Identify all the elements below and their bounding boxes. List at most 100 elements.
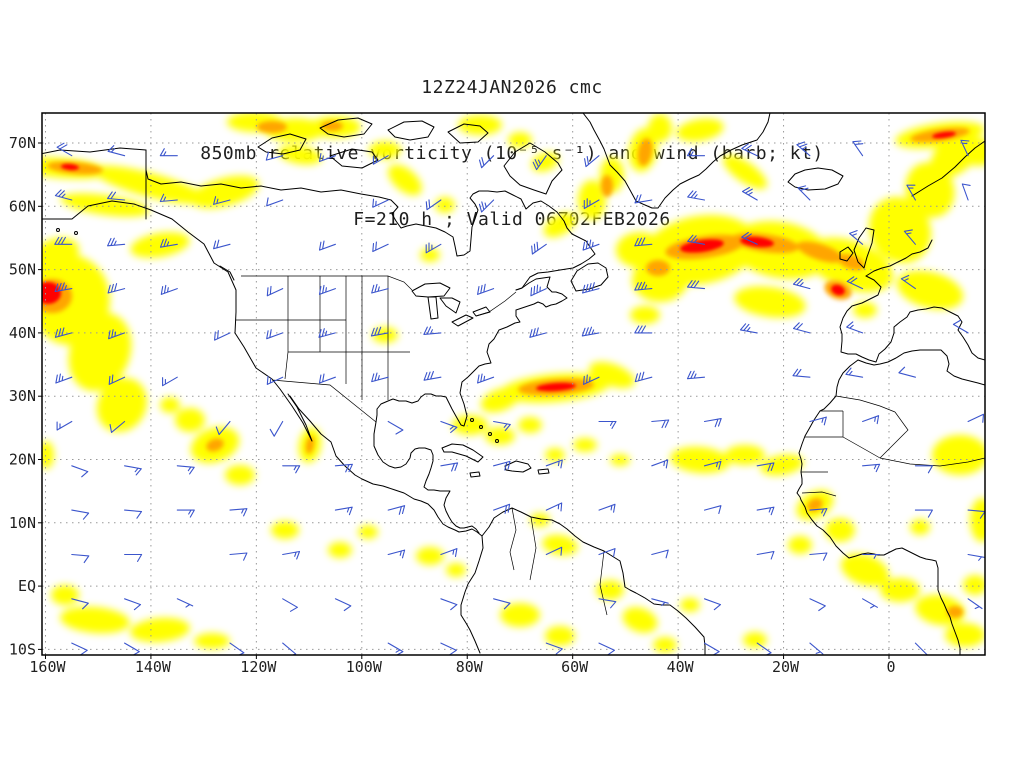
- vorticity-blob-yellow: [485, 427, 515, 445]
- wind-barb: [371, 372, 389, 383]
- wind-barb: [545, 546, 563, 556]
- wind-barb: [584, 155, 600, 168]
- vorticity-blob-yellow: [722, 154, 768, 190]
- wind-barb: [598, 598, 617, 609]
- wind-barb: [213, 196, 231, 205]
- island-ireland: [839, 246, 854, 262]
- wind-barb: [477, 283, 495, 295]
- wind-barb: [229, 642, 245, 655]
- island-bahamas-1: [470, 418, 474, 422]
- border-africa-9: [801, 491, 837, 497]
- island-bahamas-3: [488, 432, 492, 436]
- wind-barb: [903, 229, 916, 245]
- border-state-1: [284, 276, 289, 380]
- wind-barb: [703, 598, 722, 611]
- wind-barb: [583, 374, 600, 385]
- political-borders: [236, 275, 985, 616]
- wind-barb: [862, 553, 881, 559]
- wind-barb: [282, 550, 301, 560]
- wind-barb: [387, 505, 406, 515]
- wind-barb: [229, 508, 248, 517]
- lake-ontario: [472, 306, 491, 317]
- wind-barb: [55, 373, 73, 384]
- vorticity-blob-orange: [321, 121, 343, 131]
- wind-barb: [634, 237, 653, 247]
- vorticity-blob-yellow: [446, 563, 466, 577]
- border-stlawrence: [475, 291, 517, 317]
- lat-tick-label: 70N: [9, 134, 36, 152]
- vorticity-blob-yellow: [458, 115, 502, 135]
- vorticity-shading: [42, 113, 985, 653]
- vorticity-blob-red: [740, 236, 774, 248]
- vorticity-blob-yellow: [175, 408, 205, 432]
- vorticity-blob-yellow: [96, 377, 148, 433]
- lon-tick-label: 60W: [561, 658, 589, 676]
- island-vancouver: [219, 265, 235, 281]
- wind-barb: [530, 284, 547, 297]
- island-hispaniola: [504, 460, 532, 473]
- vorticity-blob-yellow: [596, 580, 624, 600]
- title-init-model: 12Z24JAN2026 cmc: [421, 77, 603, 98]
- wind-barb: [651, 419, 670, 429]
- wind-barb: [686, 280, 706, 290]
- wind-barb: [686, 148, 706, 157]
- vorticity-blob-yellow: [960, 138, 985, 166]
- wind-barb: [71, 509, 90, 520]
- vorticity-blob-orange: [206, 438, 224, 452]
- wind-barb: [159, 148, 178, 157]
- vorticity-blob-yellow: [508, 132, 532, 148]
- island-cuba: [441, 443, 484, 463]
- wind-barb: [107, 283, 126, 294]
- lat-tick-label: 30N: [9, 387, 36, 405]
- wind-barb: [756, 550, 775, 560]
- wind-barb: [529, 327, 547, 338]
- island-bahamas-4: [495, 439, 499, 443]
- wind-barb: [387, 549, 406, 559]
- lon-tick-label: 20W: [772, 658, 800, 676]
- wind-barb: [176, 509, 195, 518]
- wind-barb: [961, 183, 971, 201]
- border-us-canada: [241, 275, 413, 291]
- vorticity-blob-orange: [637, 138, 653, 166]
- wind-barb: [160, 284, 178, 295]
- vorticity-blob-yellow: [358, 525, 378, 539]
- wind-barb: [792, 322, 811, 334]
- lat-tick-label: 10S: [9, 640, 36, 658]
- wind-barb: [54, 327, 73, 338]
- wind-barb: [582, 282, 600, 294]
- border-africa-5: [842, 436, 881, 459]
- vorticity-blob-yellow: [369, 141, 401, 159]
- wind-barb: [792, 277, 811, 290]
- wind-barb: [108, 329, 126, 340]
- wind-barb: [372, 198, 389, 208]
- wind-barb: [687, 190, 706, 201]
- wind-barb: [266, 285, 284, 297]
- wind-barb: [265, 151, 284, 161]
- wind-barb: [634, 194, 653, 204]
- wind-barb: [124, 553, 143, 562]
- vorticity-blob-yellow: [130, 617, 190, 643]
- vorticity-blob-yellow: [91, 165, 209, 205]
- wind-barb: [159, 193, 178, 203]
- vorticity-blob-yellow: [840, 553, 890, 587]
- wind-barb: [440, 642, 457, 655]
- wind-barb: [846, 321, 864, 334]
- lon-tick-label: 100W: [346, 658, 383, 676]
- lat-tick-label: 10N: [9, 514, 36, 532]
- vorticity-blob-red: [932, 131, 956, 139]
- vorticity-blob-yellow: [648, 114, 672, 142]
- wind-barb: [109, 420, 126, 433]
- coastline-alaska-north: [42, 147, 147, 155]
- vorticity-blob-yellow: [271, 521, 299, 539]
- vorticity-blob-yellow: [622, 607, 658, 633]
- wind-barb: [318, 240, 336, 251]
- wind-barb: [634, 325, 653, 334]
- wind-barb: [266, 197, 284, 207]
- wind-barbs: [54, 139, 985, 655]
- wind-barb: [792, 368, 811, 378]
- wind-barb: [71, 553, 90, 564]
- vorticity-blob-yellow: [573, 438, 597, 452]
- coastline-gulf-yucatan-caribbean: [373, 421, 480, 534]
- vorticity-blob-yellow: [130, 232, 190, 258]
- wind-barb: [71, 465, 89, 478]
